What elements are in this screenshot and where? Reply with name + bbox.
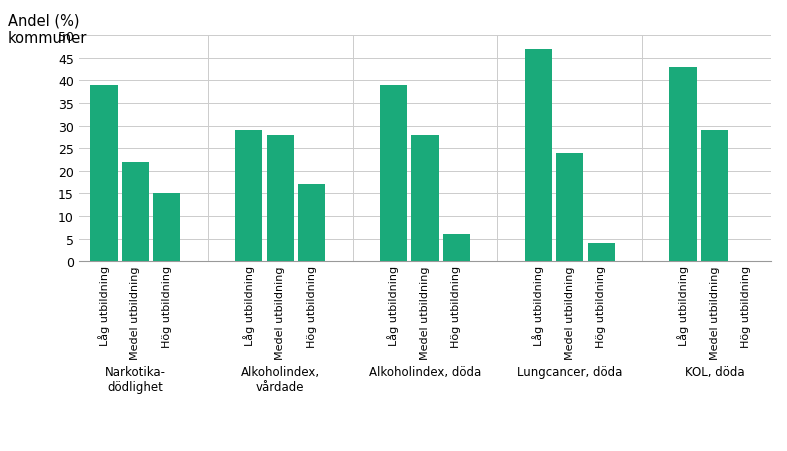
Text: KOL, döda: KOL, döda bbox=[685, 365, 745, 378]
Text: Lungcancer, döda: Lungcancer, döda bbox=[517, 365, 623, 378]
Bar bbox=[588, 244, 615, 262]
Bar bbox=[670, 68, 696, 262]
Bar bbox=[122, 162, 149, 262]
Bar bbox=[412, 135, 438, 262]
Bar bbox=[556, 153, 583, 262]
Bar bbox=[443, 235, 470, 262]
Bar bbox=[91, 86, 117, 262]
Text: Narkotika-
dödlighet: Narkotika- dödlighet bbox=[105, 365, 166, 393]
Bar bbox=[235, 131, 262, 262]
Bar bbox=[701, 131, 728, 262]
Bar bbox=[267, 135, 294, 262]
Bar bbox=[298, 185, 325, 262]
Text: Alkoholindex, döda: Alkoholindex, döda bbox=[369, 365, 481, 378]
Text: Andel (%)
kommuner: Andel (%) kommuner bbox=[8, 14, 87, 46]
Bar bbox=[380, 86, 407, 262]
Text: Alkoholindex,
vårdade: Alkoholindex, vårdade bbox=[241, 365, 320, 393]
Bar bbox=[153, 194, 180, 262]
Bar bbox=[525, 50, 552, 262]
